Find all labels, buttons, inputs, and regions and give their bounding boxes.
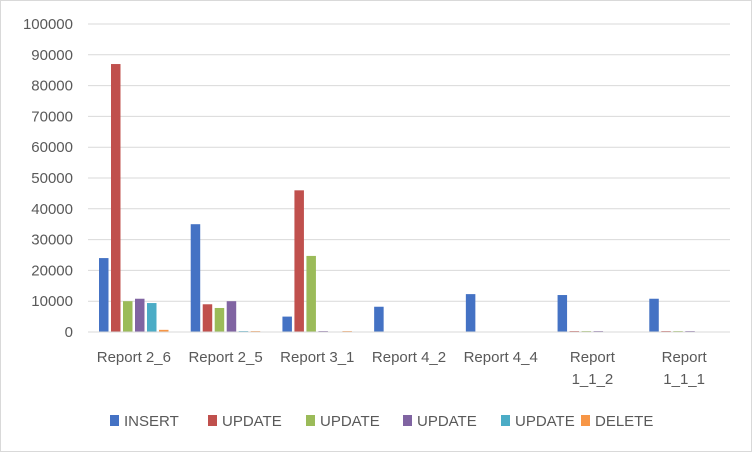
- bar-update-1-cat-0: [111, 64, 121, 332]
- legend: INSERT UPDATE UPDATE UPDATE UPDATE DELETE: [110, 413, 653, 430]
- legend-label: UPDATE: [222, 413, 282, 430]
- category-label: Report 4_4: [464, 349, 538, 366]
- y-tick-label: 10000: [31, 293, 73, 310]
- bar-update-1-cat-2: [294, 190, 304, 332]
- bars: [99, 64, 695, 332]
- category-label: 1_1_2: [572, 371, 614, 388]
- bar-update-3-cat-0: [135, 298, 145, 332]
- bar-delete-5-cat-0: [159, 329, 169, 332]
- bar-update-4-cat-0: [147, 303, 157, 332]
- bar-update-2-cat-0: [123, 301, 133, 332]
- legend-swatch: [581, 415, 590, 426]
- bar-insert-0-cat-3: [374, 306, 384, 332]
- gridlines: [88, 23, 730, 302]
- y-tick-label: 0: [65, 324, 73, 341]
- legend-label: UPDATE: [515, 413, 575, 430]
- y-tick-label: 40000: [31, 201, 73, 218]
- y-tick-label: 80000: [31, 78, 73, 95]
- bar-insert-0-cat-6: [649, 298, 659, 332]
- bar-update-2-cat-1: [214, 307, 225, 332]
- y-tick-label: 100000: [23, 16, 73, 33]
- y-axis-tick-labels: 0 10000 20000 30000 40000 50000 60000 70000 8000…: [23, 16, 73, 341]
- legend-label: DELETE: [595, 413, 653, 430]
- legend-label: INSERT: [124, 413, 179, 430]
- category-label: Report 3_1: [280, 349, 354, 366]
- bar-insert-0-cat-2: [282, 316, 292, 332]
- bar-insert-0-cat-5: [557, 295, 568, 332]
- legend-swatch: [208, 415, 217, 426]
- y-tick-label: 50000: [31, 170, 73, 187]
- category-label: Report 2_6: [97, 349, 171, 366]
- legend-label: UPDATE: [320, 413, 380, 430]
- y-tick-label: 90000: [31, 47, 73, 64]
- bar-insert-0-cat-4: [465, 294, 476, 332]
- bar-update-1-cat-1: [202, 304, 213, 332]
- category-label: Report 2_5: [188, 349, 262, 366]
- bar-update-3-cat-1: [226, 301, 237, 332]
- x-axis-category-labels: Report 2_6 Report 2_5 Report 3_1 Report 4_2…: [97, 349, 708, 388]
- bar-update-2-cat-2: [306, 255, 316, 332]
- legend-swatch: [306, 415, 315, 426]
- y-tick-label: 60000: [31, 139, 73, 156]
- category-label: Report: [662, 349, 708, 366]
- y-tick-label: 20000: [31, 262, 73, 279]
- legend-label: UPDATE: [417, 413, 477, 430]
- y-tick-label: 70000: [31, 108, 73, 125]
- bar-insert-0-cat-0: [99, 258, 109, 332]
- y-tick-label: 30000: [31, 232, 73, 249]
- legend-swatch: [403, 415, 412, 426]
- legend-swatch: [110, 415, 119, 426]
- category-label: 1_1_1: [663, 371, 705, 388]
- bar-insert-0-cat-1: [190, 224, 201, 332]
- category-label: Report 4_2: [372, 349, 446, 366]
- category-label: Report: [570, 349, 616, 366]
- legend-swatch: [501, 415, 510, 426]
